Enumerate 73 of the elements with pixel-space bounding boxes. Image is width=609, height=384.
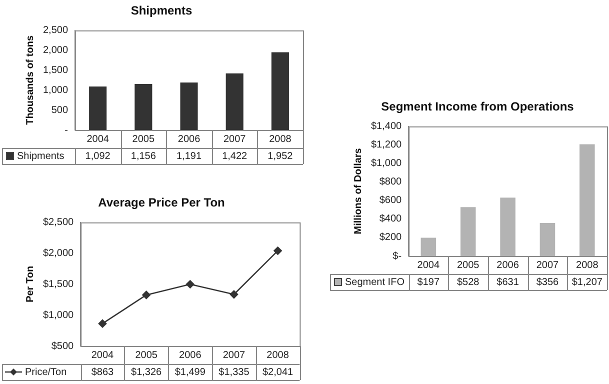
chart-title: Segment Income from Operations <box>381 100 574 114</box>
point <box>98 319 107 328</box>
y-tick-label: 2,000 <box>42 45 68 56</box>
bar <box>180 82 198 130</box>
data-label: $1,326 <box>131 366 162 378</box>
x-tick-label: 2004 <box>91 350 114 361</box>
bar <box>420 238 436 256</box>
y-tick-label: 1,500 <box>42 64 68 76</box>
x-tick-label: 2008 <box>576 260 599 271</box>
legend-label: Shipments <box>17 150 64 162</box>
bar <box>580 144 595 256</box>
data-label: $1,335 <box>218 366 250 378</box>
x-tick-label: 2007 <box>223 134 246 145</box>
x-tick-label: 2006 <box>179 350 202 361</box>
chart-title: Shipments <box>130 4 192 18</box>
data-label: $863 <box>91 366 114 378</box>
y-tick-label: 500 <box>51 104 68 116</box>
y-tick-label: $1,400 <box>370 121 402 132</box>
y-tick-label: $2,500 <box>42 217 74 228</box>
data-label: $1,207 <box>572 276 603 288</box>
data-label: $356 <box>536 276 560 288</box>
y-tick-label: $1,000 <box>370 158 402 170</box>
x-tick-label: 2006 <box>178 134 201 145</box>
x-tick-label: 2007 <box>222 350 246 361</box>
x-tick-label: 2005 <box>132 134 155 145</box>
y-tick-label: $800 <box>379 176 402 188</box>
y-tick-label: $500 <box>51 340 74 352</box>
y-tick-label: $200 <box>379 232 402 244</box>
point <box>230 290 238 299</box>
bar <box>460 207 476 256</box>
y-axis-title: Per Ton <box>24 266 36 302</box>
data-label: $1,499 <box>174 366 206 378</box>
legend-label: Price/Ton <box>25 366 67 378</box>
bar <box>540 223 556 256</box>
y-tick-label: 2,500 <box>42 25 68 36</box>
y-tick-label: 1,000 <box>42 84 68 96</box>
x-tick-label: 2005 <box>456 260 480 271</box>
y-tick-label: $- <box>392 250 402 262</box>
y-axis-title: Thousands of tons <box>24 35 36 125</box>
x-tick-label: 2007 <box>536 260 560 271</box>
data-label: 1,191 <box>176 150 202 162</box>
y-tick-label: $1,000 <box>42 310 74 321</box>
data-label: $528 <box>456 276 480 288</box>
point <box>142 290 150 300</box>
x-tick-label: 2004 <box>86 134 110 145</box>
data-label: 1,092 <box>85 150 111 162</box>
data-label: 1,952 <box>268 150 294 162</box>
y-tick-label: $1,500 <box>42 278 74 290</box>
bar <box>226 73 244 130</box>
x-tick-label: 2008 <box>266 350 290 361</box>
x-tick-label: 2008 <box>269 134 292 145</box>
data-label: 1,422 <box>222 150 248 162</box>
x-tick-label: 2006 <box>496 260 520 271</box>
chart-title: Average Price Per Ton <box>98 196 225 210</box>
data-label: $197 <box>417 276 440 288</box>
y-axis-title: Millions of Dollars <box>352 148 364 234</box>
legend-label: Segment IFO <box>345 276 405 288</box>
y-tick-label: - <box>64 124 68 136</box>
y-tick-label: $400 <box>379 214 402 225</box>
point <box>186 280 194 288</box>
y-tick-label: $2,000 <box>42 248 74 260</box>
point <box>274 246 282 255</box>
x-tick-label: 2005 <box>135 350 158 361</box>
bar <box>134 84 152 130</box>
data-label: 1,156 <box>130 150 156 162</box>
bar <box>500 198 516 256</box>
bar <box>89 86 107 130</box>
x-tick-label: 2004 <box>417 260 440 271</box>
y-tick-label: $600 <box>379 195 402 206</box>
y-tick-label: $1,200 <box>370 140 402 151</box>
data-label: $2,041 <box>262 366 294 378</box>
bar <box>271 52 289 130</box>
data-label: $631 <box>496 276 520 288</box>
